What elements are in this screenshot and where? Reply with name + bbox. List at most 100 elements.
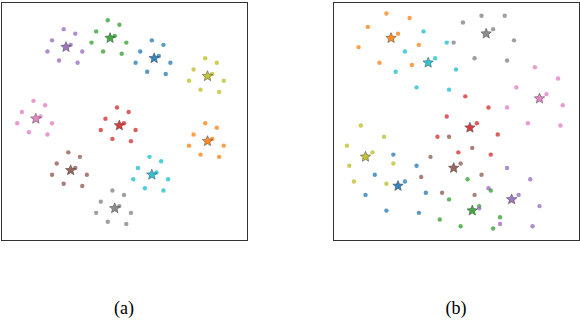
point xyxy=(222,78,226,82)
figure: (a)(b) xyxy=(0,0,580,324)
centroid-star xyxy=(147,169,157,179)
point xyxy=(447,87,451,91)
point xyxy=(465,177,469,181)
point xyxy=(50,121,54,125)
centroid-star xyxy=(534,93,544,103)
point xyxy=(424,190,428,194)
point xyxy=(417,43,421,47)
point xyxy=(403,49,407,53)
point xyxy=(345,143,349,147)
centroid-star xyxy=(149,53,159,63)
point xyxy=(168,61,172,65)
point xyxy=(505,105,509,109)
point xyxy=(417,211,421,215)
point xyxy=(458,224,462,228)
centroid-star xyxy=(481,28,491,38)
point xyxy=(421,29,425,33)
point xyxy=(486,105,490,109)
point xyxy=(505,166,509,170)
centroid-star xyxy=(105,33,115,43)
point xyxy=(94,211,98,215)
point xyxy=(57,58,61,62)
point xyxy=(407,16,411,20)
point xyxy=(505,58,509,62)
centroid-star xyxy=(506,194,516,204)
point xyxy=(66,150,70,154)
point xyxy=(384,182,388,186)
point xyxy=(133,61,137,65)
point xyxy=(382,134,386,138)
point xyxy=(561,103,565,107)
point xyxy=(479,14,483,18)
point xyxy=(222,143,226,147)
centroid-star xyxy=(360,151,370,161)
point xyxy=(356,45,360,49)
point xyxy=(533,65,537,69)
point xyxy=(347,164,351,168)
point xyxy=(479,173,483,177)
centroid-star xyxy=(467,205,477,215)
point xyxy=(377,61,381,65)
centroid-star xyxy=(202,136,212,146)
point xyxy=(359,123,363,127)
point xyxy=(438,217,442,221)
point xyxy=(445,40,449,44)
point xyxy=(198,87,202,91)
point xyxy=(106,18,110,22)
point xyxy=(475,121,479,125)
point xyxy=(470,146,474,150)
point xyxy=(143,186,147,190)
point xyxy=(187,78,191,82)
point xyxy=(544,92,548,96)
point xyxy=(447,134,451,138)
point xyxy=(124,222,128,226)
point xyxy=(99,128,103,132)
point xyxy=(463,94,467,98)
point xyxy=(161,188,165,192)
point xyxy=(370,150,374,154)
panel: (b) xyxy=(334,3,580,320)
point xyxy=(45,49,49,53)
point xyxy=(458,161,462,165)
centroid-star xyxy=(114,120,124,130)
point xyxy=(73,31,77,35)
point xyxy=(526,121,530,125)
point xyxy=(85,173,89,177)
point xyxy=(133,128,137,132)
point xyxy=(99,199,103,203)
point xyxy=(203,56,207,60)
point xyxy=(451,40,455,44)
point xyxy=(80,49,84,53)
centroid-star xyxy=(386,33,396,43)
point xyxy=(489,152,493,156)
point xyxy=(119,52,123,56)
point xyxy=(486,186,490,190)
point xyxy=(496,132,500,136)
point xyxy=(414,164,418,168)
point xyxy=(191,132,195,136)
point xyxy=(129,139,133,143)
plot-frame xyxy=(2,3,248,241)
point xyxy=(187,143,191,147)
point xyxy=(101,49,105,53)
point xyxy=(512,38,516,42)
point xyxy=(491,27,495,31)
point xyxy=(391,161,395,165)
point xyxy=(55,161,59,165)
point xyxy=(461,20,465,24)
point xyxy=(15,121,19,125)
point xyxy=(384,208,388,212)
centroid-star xyxy=(423,57,433,67)
panel-caption: (b) xyxy=(446,298,467,319)
point xyxy=(129,211,133,215)
point xyxy=(352,179,356,183)
point xyxy=(80,184,84,188)
point xyxy=(528,177,532,181)
point xyxy=(27,130,31,134)
point xyxy=(217,90,221,94)
point xyxy=(435,134,439,138)
point xyxy=(393,70,397,74)
marks xyxy=(345,11,565,230)
point xyxy=(166,177,170,181)
point xyxy=(491,226,495,230)
